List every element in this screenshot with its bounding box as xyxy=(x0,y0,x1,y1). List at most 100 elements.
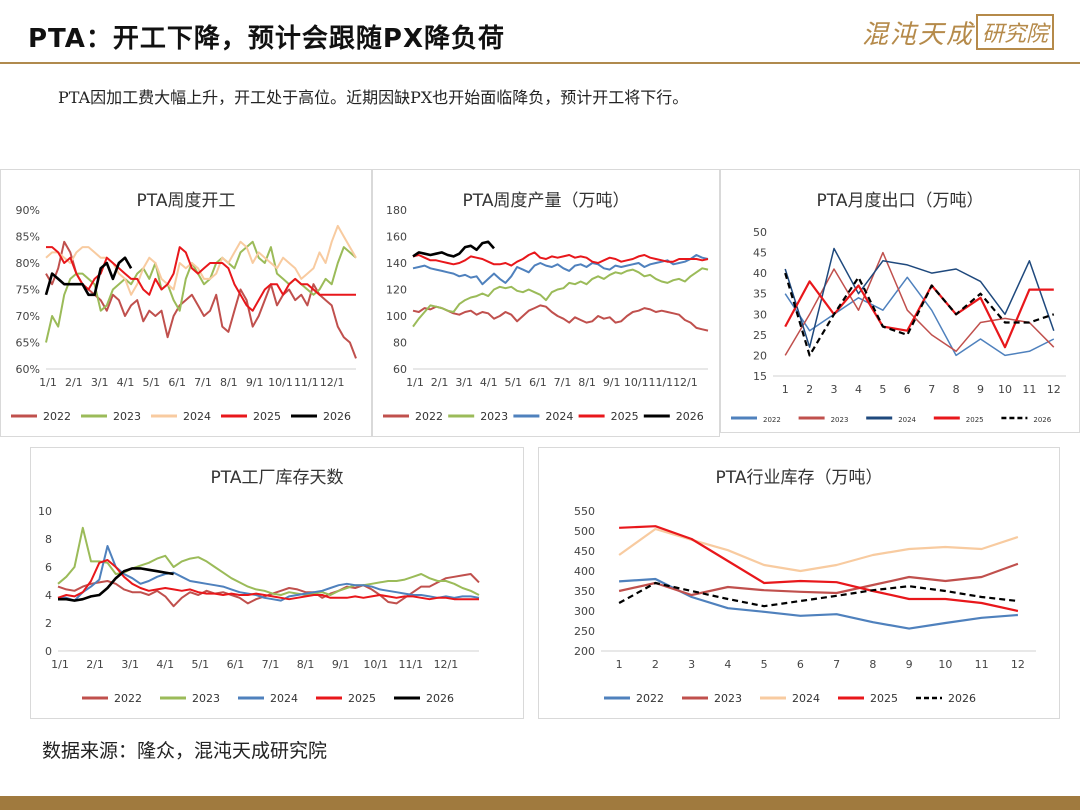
x-tick-label: 11/1 xyxy=(648,376,673,389)
series-line-2023 xyxy=(412,267,709,328)
series-line-2024 xyxy=(45,224,357,296)
series-line-2026 xyxy=(784,272,1055,357)
legend-label-2025: 2025 xyxy=(611,410,639,423)
x-tick-label: 9 xyxy=(906,658,913,671)
x-tick-label: 7/1 xyxy=(262,658,280,671)
legend-label-2023: 2023 xyxy=(831,416,849,424)
x-tick-label: 12/1 xyxy=(434,658,459,671)
y-tick-label: 160 xyxy=(386,231,407,244)
footer-bar xyxy=(0,796,1080,810)
legend-label-2025: 2025 xyxy=(348,692,376,705)
x-tick-label: 6 xyxy=(904,383,911,396)
legend-label-2022: 2022 xyxy=(114,692,142,705)
x-tick-label: 8/1 xyxy=(297,658,315,671)
x-tick-label: 4/1 xyxy=(480,376,498,389)
legend-label-2024: 2024 xyxy=(545,410,573,423)
y-tick-label: 65% xyxy=(16,337,40,350)
x-tick-label: 11 xyxy=(975,658,989,671)
x-tick-label: 6/1 xyxy=(529,376,547,389)
x-tick-label: 10/1 xyxy=(624,376,649,389)
x-tick-label: 6 xyxy=(797,658,804,671)
legend-label-2026: 2026 xyxy=(323,410,351,423)
y-tick-label: 50 xyxy=(753,226,767,239)
x-tick-label: 3 xyxy=(688,658,695,671)
series-line-2024 xyxy=(58,545,480,602)
legend-label-2022: 2022 xyxy=(636,692,664,705)
x-tick-label: 5 xyxy=(761,658,768,671)
x-tick-label: 2/1 xyxy=(431,376,449,389)
chart-operating-rate: PTA周度开工 60% 65% 70% 75% 80% 85% 90% 1/1 2/1 3/1 4/1… xyxy=(11,191,357,423)
legend-label-2026: 2026 xyxy=(426,692,454,705)
x-tick-label: 1 xyxy=(782,383,789,396)
series-line-2024 xyxy=(784,247,1055,348)
x-tick-label: 10/1 xyxy=(268,376,293,389)
legend-label-2023: 2023 xyxy=(714,692,742,705)
series-line-2022 xyxy=(619,577,1018,630)
series-line-2025 xyxy=(619,525,1019,613)
legend-label-2026: 2026 xyxy=(676,410,704,423)
legend-label-2026: 2026 xyxy=(1033,416,1051,424)
x-tick-label: 1/1 xyxy=(39,376,57,389)
y-tick-label: 2 xyxy=(45,617,52,630)
x-tick-label: 2/1 xyxy=(65,376,83,389)
x-tick-label: 2 xyxy=(652,658,659,671)
chart-title: PTA工厂库存天数 xyxy=(211,468,344,488)
series-line-2022 xyxy=(412,304,709,332)
y-tick-label: 120 xyxy=(386,284,407,297)
x-tick-label: 8/1 xyxy=(578,376,596,389)
legend-label-2022: 2022 xyxy=(415,410,443,423)
x-tick-label: 7/1 xyxy=(554,376,572,389)
series-line-2026 xyxy=(58,567,174,602)
x-tick-label: 8 xyxy=(869,658,876,671)
x-tick-label: 12/1 xyxy=(673,376,698,389)
y-tick-label: 60 xyxy=(393,363,407,376)
chart-title: PTA月度出口（万吨） xyxy=(817,191,984,211)
series-line-2023 xyxy=(784,251,1055,356)
y-tick-label: 250 xyxy=(574,625,595,638)
y-tick-label: 0 xyxy=(45,645,52,658)
x-tick-label: 5/1 xyxy=(504,376,522,389)
x-tick-label: 10 xyxy=(938,658,952,671)
x-tick-label: 11 xyxy=(1022,383,1036,396)
legend-label-2022: 2022 xyxy=(43,410,71,423)
x-tick-label: 7 xyxy=(928,383,935,396)
legend-label-2022: 2022 xyxy=(763,416,781,424)
x-tick-label: 3/1 xyxy=(121,658,139,671)
y-tick-label: 10 xyxy=(38,505,52,518)
x-tick-label: 3/1 xyxy=(455,376,473,389)
legend-label-2026: 2026 xyxy=(948,692,976,705)
x-tick-label: 12/1 xyxy=(320,376,345,389)
chart-title: PTA周度产量（万吨） xyxy=(463,191,630,211)
x-tick-label: 4 xyxy=(855,383,862,396)
x-tick-label: 4/1 xyxy=(117,376,135,389)
data-source: 数据来源：隆众，混沌天成研究院 xyxy=(42,740,328,762)
panel-monthly-export: PTA月度出口（万吨） 15 20 25 30 35 40 45 50 1 2 3 4 5 6 7 8 9 10 11… xyxy=(720,169,1080,433)
chart-factory-inventory: PTA工厂库存天数 0 2 4 6 8 10 1/1 2/1 3/1 4/1 5/1 6/1 7/1 8/1… xyxy=(38,468,480,705)
x-tick-label: 8/1 xyxy=(220,376,238,389)
x-tick-label: 11/1 xyxy=(294,376,319,389)
x-tick-label: 7 xyxy=(833,658,840,671)
legend-label-2023: 2023 xyxy=(113,410,141,423)
x-tick-label: 11/1 xyxy=(398,658,423,671)
x-tick-label: 12 xyxy=(1011,658,1025,671)
panel-weekly-output: PTA周度产量（万吨） 60 80 100 120 140 160 180 1/1 2/1 3/1 4… xyxy=(372,169,720,437)
panel-industry-inventory: PTA行业库存（万吨） 200 250 300 350 400 450 500 550 1 2 3 4 5… xyxy=(538,447,1060,719)
y-tick-label: 70% xyxy=(16,310,40,323)
y-tick-label: 90% xyxy=(16,204,40,217)
x-tick-label: 1 xyxy=(616,658,623,671)
y-tick-label: 4 xyxy=(45,589,52,602)
legend-label-2025: 2025 xyxy=(966,416,984,424)
y-tick-label: 550 xyxy=(574,505,595,518)
y-tick-label: 40 xyxy=(753,267,767,280)
legend-label-2024: 2024 xyxy=(270,692,298,705)
legend-label-2024: 2024 xyxy=(898,416,916,424)
y-tick-label: 300 xyxy=(574,605,595,618)
x-tick-label: 6/1 xyxy=(168,376,186,389)
x-tick-label: 12 xyxy=(1047,383,1061,396)
x-tick-label: 5/1 xyxy=(142,376,160,389)
x-tick-label: 2 xyxy=(806,383,813,396)
y-tick-label: 30 xyxy=(753,308,767,321)
y-tick-label: 350 xyxy=(574,585,595,598)
